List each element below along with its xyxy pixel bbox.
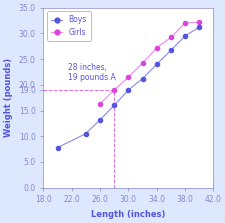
Y-axis label: Weight (pounds): Weight (pounds) — [4, 58, 13, 137]
Line: Boys: Boys — [55, 25, 200, 150]
Boys — [84, 132, 87, 135]
Line: Girls: Girls — [97, 20, 200, 106]
Girls — [98, 103, 101, 105]
Girls — [141, 62, 143, 64]
Boys — [126, 89, 129, 91]
Girls — [183, 22, 186, 25]
Boys — [197, 26, 200, 29]
Girls — [197, 21, 200, 23]
Boys — [183, 35, 186, 37]
Boys — [141, 77, 143, 80]
Boys — [98, 118, 101, 121]
Text: 28 inches,
19 pounds A: 28 inches, 19 pounds A — [68, 63, 115, 82]
X-axis label: Length (inches): Length (inches) — [91, 210, 165, 219]
Girls — [169, 36, 171, 39]
Boys — [112, 104, 115, 107]
Boys — [56, 146, 59, 149]
Girls — [126, 76, 129, 78]
Boys — [169, 49, 171, 52]
Girls — [112, 89, 115, 91]
Girls — [155, 46, 157, 49]
Legend: Boys, Girls: Boys, Girls — [47, 12, 90, 41]
Boys — [155, 63, 157, 66]
